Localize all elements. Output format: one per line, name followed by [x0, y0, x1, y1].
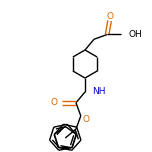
- Text: NH: NH: [92, 88, 105, 97]
- Text: OH: OH: [128, 30, 142, 39]
- Text: O: O: [83, 115, 90, 124]
- Text: O: O: [50, 98, 57, 107]
- Text: O: O: [106, 12, 113, 21]
